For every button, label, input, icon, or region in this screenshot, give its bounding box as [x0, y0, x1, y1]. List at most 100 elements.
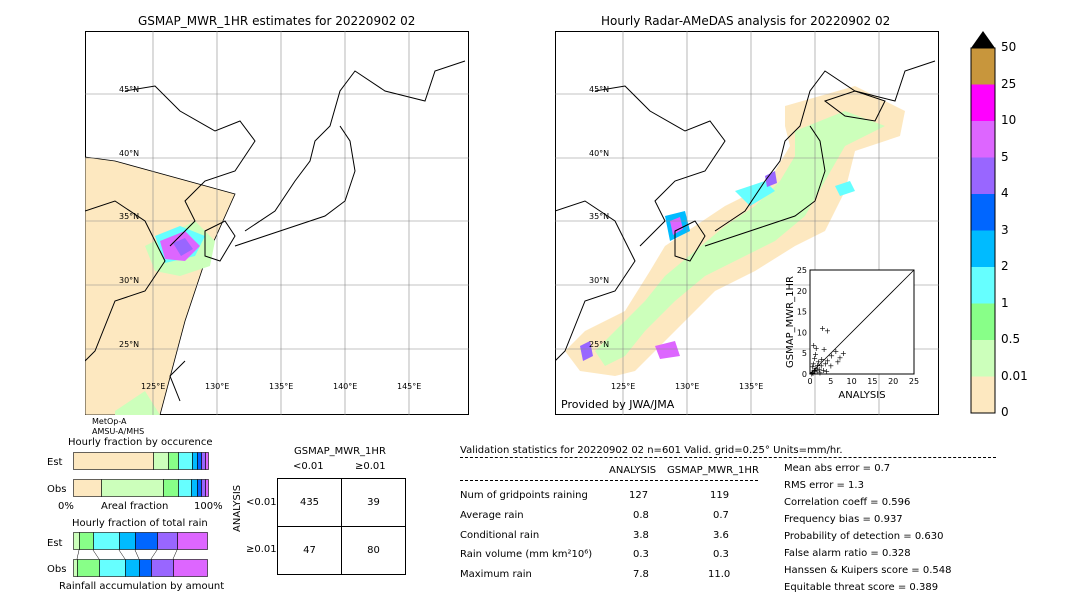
contingency-cell: 47: [277, 526, 342, 575]
stat-analysis: 0.3: [633, 549, 649, 560]
score-line: RMS error = 1.3: [784, 480, 864, 491]
colorbar-segment: [971, 303, 995, 340]
scatter-x-tick: 10: [847, 377, 857, 386]
scatter-point: +: [814, 367, 821, 376]
scatter-x-tick: 20: [888, 377, 898, 386]
left-lon-130: 130°E: [205, 382, 229, 391]
score-line: Correlation coeff = 0.596: [784, 497, 911, 508]
scatter-point: +: [814, 361, 821, 370]
scatter-point: +: [823, 367, 830, 376]
scatter-point: +: [811, 366, 818, 375]
occurrence-title: Hourly fraction by occurence: [68, 437, 213, 448]
scatter-point: +: [818, 355, 825, 364]
stat-label: Conditional rain: [460, 530, 540, 541]
col-gsmap: GSMAP_MWR_1HR: [667, 465, 759, 476]
contingency-row1: <0.01: [246, 497, 277, 508]
score-line: Equitable threat score = 0.389: [784, 582, 939, 593]
left-lat-25: 25°N: [119, 340, 139, 349]
scatter-x-tick: 25: [909, 377, 919, 386]
total-rain-bars: [73, 532, 208, 577]
scatter-y-tick: 5: [802, 349, 807, 358]
left-lat-45: 45°N: [119, 85, 139, 94]
validation-header: Validation statistics for 20220902 02 n=…: [460, 445, 843, 456]
stat-gsmap: 0.7: [713, 510, 729, 521]
scatter-point: +: [819, 324, 826, 333]
right-lat-45: 45°N: [589, 85, 609, 94]
occ-row-obs: Obs: [47, 484, 67, 495]
right-map-title: Hourly Radar-AMeDAS analysis for 2022090…: [601, 14, 891, 28]
col-analysis: ANALYSIS: [609, 465, 657, 476]
colorbar-label: 10: [1001, 113, 1017, 127]
scatter-x-tick: 0: [807, 377, 812, 386]
stat-label: Maximum rain: [460, 569, 532, 580]
occ-row-est: Est: [47, 457, 63, 468]
scatter-y-tick: 15: [797, 308, 807, 317]
stat-gsmap: 119: [710, 490, 730, 501]
left-lon-135: 135°E: [269, 382, 293, 391]
colorbar-label: 25: [1001, 76, 1017, 91]
contingency-cell: 39: [341, 478, 406, 527]
colorbar-label: 3: [1001, 222, 1009, 237]
occ-axis-mid: Areal fraction: [101, 501, 169, 512]
score-line: Hanssen & Kuipers score = 0.548: [784, 565, 952, 576]
score-line: Probability of detection = 0.630: [784, 531, 944, 542]
scatter-point: +: [812, 350, 819, 359]
scatter-point: +: [812, 364, 819, 373]
scatter-point: +: [822, 360, 829, 369]
total-rain-title: Hourly fraction of total rain: [72, 518, 208, 529]
contingency-cell: 80: [341, 526, 406, 575]
rain-est-bar: [73, 532, 208, 550]
contingency-table: 435 39 47 80: [277, 478, 406, 575]
scatter-point: +: [809, 363, 816, 372]
score-line: Frequency bias = 0.937: [784, 514, 903, 525]
scatter-point: +: [840, 349, 847, 358]
rain-axis-label: Rainfall accumulation by amount: [59, 581, 225, 592]
right-lon-125: 125°E: [611, 382, 635, 391]
scatter-point: +: [809, 368, 816, 377]
scatter-ylabel: GSMAP_MWR_1HR: [785, 276, 796, 368]
left-map-title: GSMAP_MWR_1HR estimates for 20220902 02: [138, 14, 416, 28]
stat-analysis: 127: [629, 490, 649, 501]
occ-obs-bar: [73, 479, 209, 497]
scatter-point: +: [820, 366, 827, 375]
scatter-point: +: [821, 345, 828, 354]
scatter-point: +: [824, 326, 831, 335]
scatter-plot: ++++++++ ++++ ++++++ ++++++++++ ++++ 0055101…: [785, 266, 919, 401]
scatter-point: +: [827, 362, 834, 371]
scatter-xlabel: ANALYSIS: [838, 390, 885, 401]
contingency-col1: <0.01: [293, 461, 324, 472]
score-line: Mean abs error = 0.7: [784, 463, 891, 474]
scatter-point: +: [808, 370, 815, 379]
contingency-title: GSMAP_MWR_1HR: [294, 446, 386, 457]
sensor-line-2: AMSU-A/MHS: [92, 427, 145, 436]
scatter-y-tick: 10: [797, 328, 807, 337]
scatter-y-tick: 20: [797, 287, 807, 296]
scatter-y-tick: 25: [797, 266, 807, 275]
scatter-point: +: [813, 344, 820, 353]
scatter-x-tick: 5: [828, 377, 833, 386]
stat-label: Rain volume (mm km²10⁶): [460, 549, 593, 560]
colorbar-segment: [971, 121, 995, 158]
colorbar-extend-arrow: [971, 31, 995, 48]
scatter-point: +: [812, 368, 819, 377]
stat-analysis: 0.8: [633, 510, 649, 521]
scatter-point: +: [816, 365, 823, 374]
occurrence-bars: [73, 452, 209, 497]
right-lon-135: 135°E: [739, 382, 763, 391]
right-lon-130: 130°E: [675, 382, 699, 391]
colorbar-segment: [971, 267, 995, 304]
contingency-cell: 435: [277, 478, 342, 527]
stat-label: Average rain: [460, 510, 524, 521]
right-lat-25: 25°N: [589, 340, 609, 349]
scatter-point: +: [810, 341, 817, 350]
left-lat-35: 35°N: [119, 212, 139, 221]
scatter-point: +: [818, 362, 825, 371]
scatter-x-tick: 15: [867, 377, 877, 386]
left-map: 45°N 40°N 35°N 30°N 25°N 125°E 130°E 135…: [85, 31, 469, 415]
scatter-point: +: [832, 347, 839, 356]
contingency-row2: ≥0.01: [246, 544, 277, 555]
scatter-point: +: [810, 369, 817, 378]
right-lat-35: 35°N: [589, 212, 609, 221]
colorbar-segment: [971, 84, 995, 121]
colorbar-segment: [971, 230, 995, 267]
